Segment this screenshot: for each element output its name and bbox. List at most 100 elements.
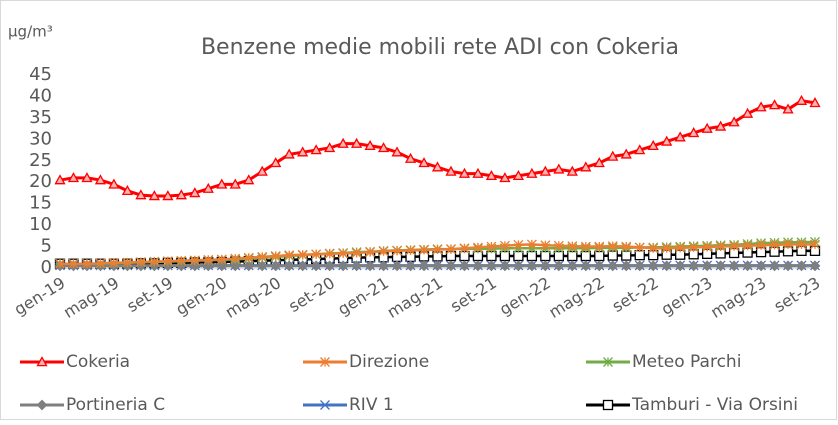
data-point: [729, 241, 740, 252]
data-point: [661, 135, 673, 146]
data-point: [189, 187, 201, 198]
data-point: [176, 255, 187, 266]
y-tick-label: 25: [29, 150, 52, 171]
data-point: [567, 241, 578, 252]
data-point: [122, 257, 133, 268]
data-point: [81, 172, 93, 183]
data-point: [230, 253, 241, 264]
data-point: [391, 260, 403, 272]
data-point: [553, 163, 565, 174]
data-point: [324, 260, 336, 272]
data-point: [809, 260, 821, 272]
data-point: [257, 251, 268, 262]
data-point: [539, 260, 551, 272]
data-point: [55, 258, 65, 269]
data-point: [108, 178, 120, 189]
data-point: [526, 239, 537, 250]
data-point: [499, 172, 511, 183]
data-point: [216, 260, 228, 272]
data-point: [229, 260, 241, 272]
data-point: [513, 239, 524, 250]
data-point: [795, 94, 808, 105]
data-point: [256, 165, 268, 176]
legend-marker: [36, 356, 48, 367]
data-point: [377, 142, 390, 153]
data-point: [553, 250, 564, 262]
data-point: [566, 165, 578, 176]
data-point: [621, 250, 632, 261]
legend-label: Direzione: [349, 352, 429, 372]
data-point: [243, 252, 254, 263]
data-point: [607, 260, 619, 272]
data-point: [768, 99, 781, 110]
data-point: [364, 139, 376, 151]
data-point: [647, 260, 659, 272]
data-point: [674, 260, 686, 272]
data-point: [715, 241, 726, 252]
data-point: [284, 250, 295, 261]
data-point: [324, 248, 335, 259]
data-point: [741, 107, 754, 118]
data-point: [580, 161, 592, 172]
data-point: [108, 257, 119, 268]
data-point: [607, 150, 619, 161]
data-point: [553, 260, 565, 272]
data-point: [446, 244, 456, 255]
data-point: [67, 172, 80, 183]
data-point: [445, 165, 457, 176]
data-point: [621, 241, 632, 252]
data-point: [391, 146, 403, 157]
data-point: [580, 250, 591, 262]
y-tick-label: 0: [41, 257, 52, 278]
data-point: [378, 260, 389, 272]
data-point: [418, 157, 430, 168]
y-tick-label: 20: [29, 171, 52, 192]
data-point: [364, 260, 376, 272]
legend-marker: [602, 399, 614, 411]
data-point: [283, 260, 295, 272]
legend-marker: [320, 400, 330, 410]
data-point: [162, 256, 173, 267]
data-point: [338, 248, 349, 259]
data-point: [472, 167, 484, 178]
data-point: [809, 97, 821, 108]
data-point: [432, 260, 443, 272]
legend-marker: [603, 357, 613, 367]
data-point: [634, 242, 645, 253]
data-point: [310, 260, 322, 272]
data-point: [324, 142, 336, 153]
data-point: [486, 260, 497, 272]
data-point: [229, 178, 241, 189]
legend-label: Tamburi - Via Orsini: [631, 395, 798, 415]
data-point: [526, 260, 538, 272]
data-point: [701, 260, 713, 272]
data-point: [567, 250, 578, 262]
data-point: [405, 260, 416, 272]
data-point: [634, 144, 646, 155]
data-point: [243, 174, 255, 185]
y-unit-label: μg/m³: [8, 23, 53, 41]
data-point: [243, 260, 255, 272]
data-point: [94, 174, 107, 185]
data-point: [755, 101, 767, 112]
data-point: [755, 260, 767, 272]
chart-title: Benzene medie mobili rete ADI con Cokeri…: [201, 35, 679, 60]
data-point: [661, 243, 672, 254]
data-point: [688, 260, 700, 272]
data-point: [404, 152, 417, 163]
data-point: [580, 241, 591, 252]
data-point: [607, 241, 618, 252]
data-point: [634, 249, 645, 261]
data-point: [810, 239, 820, 250]
legend-label: Portineria C: [66, 395, 165, 415]
data-point: [647, 139, 659, 151]
data-point: [701, 122, 713, 133]
legend-marker: [36, 399, 48, 411]
data-point: [216, 254, 227, 265]
data-point: [283, 148, 295, 159]
data-point: [499, 250, 511, 262]
data-point: [378, 246, 389, 257]
data-point: [513, 250, 524, 262]
y-tick-label: 40: [29, 85, 52, 106]
